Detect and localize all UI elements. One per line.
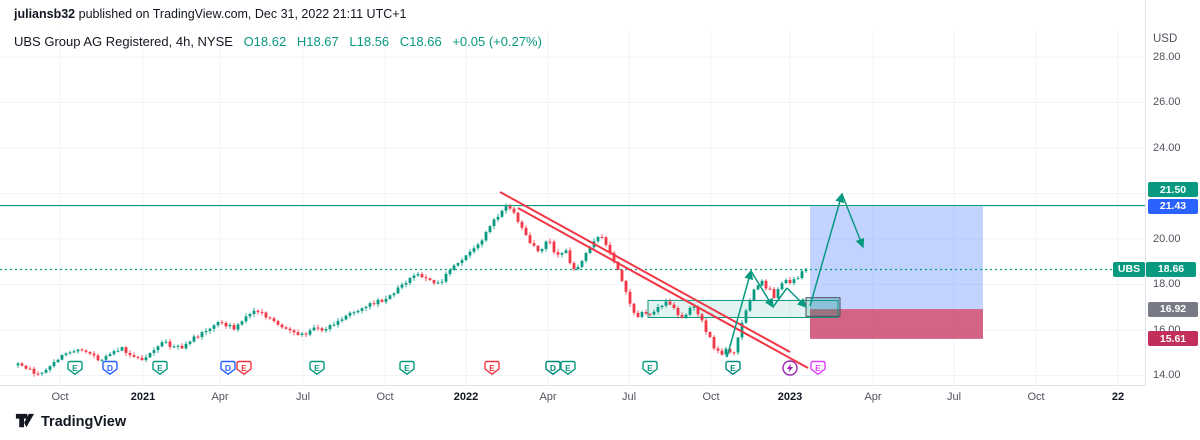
ohlc-high: H18.67 xyxy=(296,34,339,49)
price-tick-label: 26.00 xyxy=(1153,96,1181,108)
time-tick-label: Jul xyxy=(946,391,962,403)
time-tick-label: Oct xyxy=(702,391,720,403)
svg-text:E: E xyxy=(157,363,163,373)
time-tick-label: Jul xyxy=(621,391,637,403)
box-target-zone[interactable] xyxy=(810,206,983,310)
ohlc-close: C18.66 xyxy=(399,34,442,49)
svg-text:E: E xyxy=(241,363,247,373)
earnings-icon[interactable]: E xyxy=(152,360,168,376)
svg-text:D: D xyxy=(107,363,113,373)
time-tick-label: 2021 xyxy=(130,391,156,403)
svg-text:E: E xyxy=(489,363,495,373)
time-tick-label: Oct xyxy=(51,391,69,403)
earnings-icon[interactable]: E xyxy=(642,360,658,376)
box-risk-zone[interactable] xyxy=(810,309,983,339)
price-badge-last[interactable]: UBS 18.66 xyxy=(1113,261,1196,277)
price-tick-label: 14.00 xyxy=(1153,369,1181,381)
price-badge-resistance[interactable]: 21.50 xyxy=(1148,182,1198,198)
trendline[interactable] xyxy=(517,207,809,369)
price-badge-alert[interactable]: 21.43 xyxy=(1148,198,1198,214)
ohlc-open: O18.62 xyxy=(243,34,287,49)
price-tick-label: 28.00 xyxy=(1153,50,1181,63)
tradingview-logo-icon xyxy=(15,413,35,428)
tradingview-watermark[interactable]: TradingView xyxy=(14,411,126,432)
candlestick-series xyxy=(16,203,808,377)
username: juliansb32 xyxy=(14,7,76,21)
attribution-text: published on TradingView.com, Dec 31, 20… xyxy=(75,7,407,21)
svg-text:E: E xyxy=(815,363,821,373)
trendline[interactable] xyxy=(499,191,791,353)
currency-label: USD xyxy=(1153,33,1178,45)
svg-text:D: D xyxy=(225,363,231,373)
dividend-icon[interactable]: D xyxy=(545,360,561,376)
time-axis[interactable]: Oct 2021 Apr Jul Oct 2022 Apr Jul Oct 2023 Apr Jul O… xyxy=(0,385,1146,408)
svg-text:E: E xyxy=(314,363,320,373)
symbol-tag: UBS xyxy=(1113,261,1145,277)
price-axis[interactable]: USD 28.00 26.00 24.00 20.00 18.00 16.00 14.00 … xyxy=(1113,0,1200,385)
tradingview-brand-text: TradingView xyxy=(41,413,127,430)
earnings-icon[interactable]: E xyxy=(484,360,500,376)
price-change: +0.05 (+0.27%) xyxy=(452,34,542,49)
price-tick-label: 20.00 xyxy=(1153,232,1181,245)
drawing-boxes[interactable] xyxy=(647,206,983,339)
horizontal-lines[interactable] xyxy=(0,204,1145,271)
earnings-icon[interactable]: E xyxy=(309,360,325,376)
news-icon[interactable] xyxy=(782,360,798,376)
time-tick-label: 2022 xyxy=(453,391,479,403)
svg-text:E: E xyxy=(730,363,736,373)
dividend-icon[interactable]: D xyxy=(102,360,118,376)
price-badge-box-bottom[interactable]: 15.61 xyxy=(1148,331,1198,347)
time-tick-label: Oct xyxy=(376,391,394,403)
dividend-icon[interactable]: D xyxy=(220,360,236,376)
earnings-icon[interactable]: E xyxy=(67,360,83,376)
earnings-icon[interactable]: E xyxy=(725,360,741,376)
time-tick-label: 22 xyxy=(1111,391,1125,403)
price-badge-box-top[interactable]: 16.92 xyxy=(1148,301,1198,317)
projection-arrows[interactable] xyxy=(726,192,865,358)
last-price-value: 18.66 xyxy=(1146,261,1196,277)
time-tick-label: Apr xyxy=(864,391,882,403)
trendlines[interactable] xyxy=(499,191,809,369)
time-tick-label: Apr xyxy=(539,391,557,403)
ohlc-low: L18.56 xyxy=(349,34,390,49)
time-tick-label: Oct xyxy=(1027,391,1045,403)
earnings-icon[interactable]: E xyxy=(810,360,826,376)
svg-text:E: E xyxy=(404,363,410,373)
price-tick-label: 24.00 xyxy=(1153,141,1181,154)
svg-text:E: E xyxy=(647,363,653,373)
svg-text:E: E xyxy=(565,363,571,373)
time-tick-label: 2023 xyxy=(777,391,803,403)
attribution: juliansb32 published on TradingView.com,… xyxy=(14,7,406,21)
svg-text:E: E xyxy=(72,363,78,373)
time-tick-label: Apr xyxy=(211,391,229,403)
symbol-legend[interactable]: UBS Group AG Registered, 4h, NYSE O18.62… xyxy=(14,34,542,49)
earnings-icon[interactable]: E xyxy=(236,360,252,376)
earnings-icon[interactable]: E xyxy=(560,360,576,376)
price-tick-label: 18.00 xyxy=(1153,278,1181,290)
earnings-icon[interactable]: E xyxy=(399,360,415,376)
time-tick-label: Jul xyxy=(295,391,311,403)
symbol-title: UBS Group AG Registered, 4h, NYSE xyxy=(14,34,233,49)
svg-text:D: D xyxy=(550,363,556,373)
